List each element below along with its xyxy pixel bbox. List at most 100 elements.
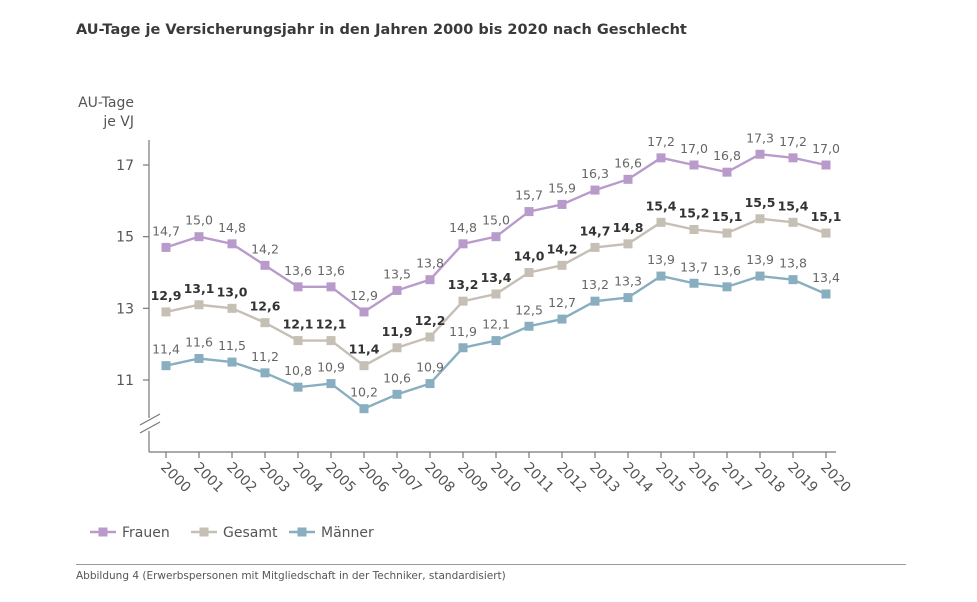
data-point <box>788 217 798 227</box>
series-group <box>161 149 831 414</box>
data-point <box>326 282 336 292</box>
x-tick-label: 2007 <box>388 460 425 497</box>
x-tick-label: 2011 <box>520 460 557 497</box>
x-tick-label: 2010 <box>487 460 524 497</box>
data-point <box>755 149 765 159</box>
data-label: 14,0 <box>514 249 545 264</box>
x-tick-label: 2016 <box>685 460 722 497</box>
data-point <box>260 260 270 270</box>
legend: Frauen Gesamt Männer <box>90 525 374 541</box>
data-label: 13,8 <box>416 256 444 271</box>
data-label: 10,2 <box>350 385 378 400</box>
data-point <box>458 296 468 306</box>
data-point <box>260 368 270 378</box>
data-point <box>491 289 501 299</box>
data-label: 16,6 <box>614 155 642 170</box>
data-point <box>623 239 633 249</box>
data-point <box>326 336 336 346</box>
legend-swatch-marker <box>199 527 209 537</box>
data-label: 17,0 <box>680 141 708 156</box>
data-point <box>590 185 600 195</box>
x-tick-label: 2006 <box>355 460 392 497</box>
data-label: 13,6 <box>317 263 345 278</box>
data-point <box>161 307 171 317</box>
data-point <box>524 268 534 277</box>
x-tick-label: 2001 <box>190 460 227 497</box>
data-label: 13,2 <box>581 277 609 292</box>
data-point <box>227 303 237 313</box>
data-label: 11,5 <box>218 338 246 353</box>
data-label: 14,2 <box>251 241 279 256</box>
data-label: 16,3 <box>581 166 609 181</box>
x-tick-label: 2002 <box>223 460 260 497</box>
data-point <box>326 379 336 389</box>
data-label: 11,6 <box>185 335 213 350</box>
data-label: 10,6 <box>383 370 411 385</box>
data-label: 15,2 <box>679 206 710 221</box>
data-label: 12,1 <box>316 317 347 332</box>
data-label: 12,1 <box>482 317 510 332</box>
data-label: 13,2 <box>448 277 479 292</box>
data-point <box>425 275 435 285</box>
data-label: 15,4 <box>646 198 677 213</box>
x-tick-label: 2018 <box>751 460 788 497</box>
data-label: 12,9 <box>151 288 182 303</box>
data-point <box>392 389 402 399</box>
data-label: 10,9 <box>317 360 345 375</box>
data-point <box>623 174 633 184</box>
data-label: 15,9 <box>548 180 576 195</box>
data-label: 12,5 <box>515 302 543 317</box>
data-label: 15,0 <box>482 213 510 228</box>
data-point <box>491 336 501 346</box>
y-tick-label: 15 <box>116 230 134 246</box>
data-label: 15,1 <box>712 209 743 224</box>
data-label: 13,9 <box>647 252 675 267</box>
data-label: 11,9 <box>449 324 477 339</box>
data-point <box>425 379 435 389</box>
line-chart: AU-Tage je VJ 11131517200020012002200320… <box>78 95 854 541</box>
data-point <box>656 153 666 163</box>
data-label: 14,7 <box>580 223 611 238</box>
data-label: 10,9 <box>416 360 444 375</box>
data-point <box>227 239 237 249</box>
legend-swatch-marker <box>297 527 307 537</box>
data-label: 12,6 <box>250 299 281 314</box>
data-label: 14,8 <box>449 220 477 235</box>
data-point <box>557 260 567 270</box>
data-label: 13,9 <box>746 252 774 267</box>
data-point <box>788 153 798 163</box>
data-point <box>359 404 369 414</box>
data-label: 17,2 <box>779 134 807 149</box>
data-point <box>722 167 732 177</box>
data-point <box>161 361 171 371</box>
data-point <box>392 285 402 295</box>
data-label: 12,2 <box>415 313 446 328</box>
legend-entry-gesamt: Gesamt <box>223 525 278 541</box>
data-label: 13,7 <box>680 259 708 274</box>
data-label: 10,8 <box>284 363 312 378</box>
x-tick-label: 2005 <box>322 460 359 497</box>
data-labels: 14,7 15,0 14,8 14,2 13,6 13,6 12,9 13,5 13,8 14,8… <box>151 130 842 399</box>
y-tick-label: 17 <box>116 158 134 174</box>
x-tick-label: 2012 <box>553 460 590 497</box>
y-axis-label-line1: AU-Tage <box>78 95 134 111</box>
data-label: 13,0 <box>217 284 248 299</box>
data-point <box>293 282 303 292</box>
data-label: 15,5 <box>745 195 776 210</box>
data-label: 11,4 <box>349 342 380 357</box>
data-label: 13,8 <box>779 256 807 271</box>
data-label: 15,1 <box>811 209 842 224</box>
data-point <box>194 300 204 310</box>
data-point <box>293 382 303 392</box>
x-tick-label: 2009 <box>454 460 491 497</box>
data-label: 12,7 <box>548 295 576 310</box>
data-label: 13,4 <box>812 270 840 285</box>
data-label: 13,6 <box>713 263 741 278</box>
data-point <box>788 275 798 285</box>
data-point <box>524 207 534 217</box>
data-point <box>392 343 402 353</box>
data-point <box>821 289 831 299</box>
data-point <box>755 214 765 224</box>
data-label: 15,0 <box>185 213 213 228</box>
x-tick-label: 2014 <box>619 460 656 497</box>
